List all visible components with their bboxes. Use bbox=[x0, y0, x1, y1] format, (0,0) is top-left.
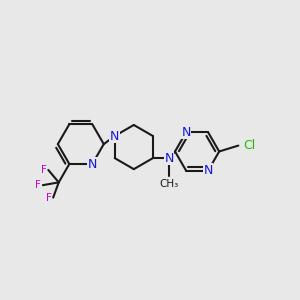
Text: CH₃: CH₃ bbox=[160, 179, 179, 189]
Text: F: F bbox=[41, 165, 47, 175]
Text: Cl: Cl bbox=[243, 139, 255, 152]
Text: F: F bbox=[35, 180, 41, 190]
Text: N: N bbox=[88, 158, 97, 170]
Text: N: N bbox=[203, 164, 213, 177]
Text: N: N bbox=[182, 126, 191, 139]
Text: F: F bbox=[46, 193, 52, 202]
Text: N: N bbox=[164, 152, 174, 165]
Text: N: N bbox=[110, 130, 119, 142]
